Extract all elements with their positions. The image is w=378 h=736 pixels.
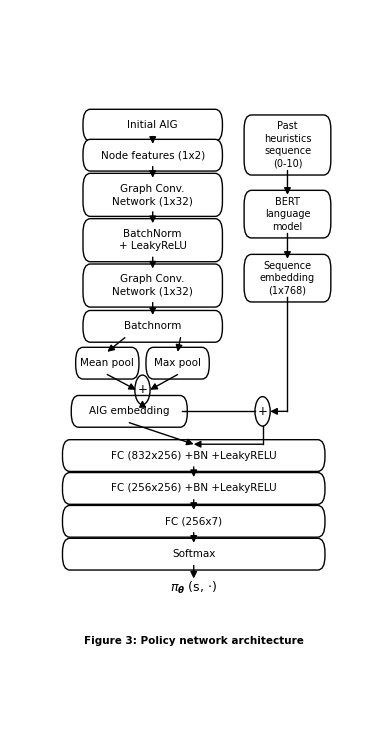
- Text: Figure 3: Policy network architecture: Figure 3: Policy network architecture: [84, 636, 304, 646]
- FancyBboxPatch shape: [62, 506, 325, 537]
- FancyBboxPatch shape: [83, 139, 222, 171]
- Text: Max pool: Max pool: [154, 358, 201, 368]
- Text: AIG embedding: AIG embedding: [89, 406, 169, 417]
- Text: Past
heuristics
sequence
(0-10): Past heuristics sequence (0-10): [264, 121, 311, 169]
- Text: +: +: [138, 383, 147, 396]
- FancyBboxPatch shape: [244, 255, 331, 302]
- Text: $\pi_{\boldsymbol{\theta}}$ (s, $\cdot$): $\pi_{\boldsymbol{\theta}}$ (s, $\cdot$): [170, 580, 217, 596]
- Text: FC (256x7): FC (256x7): [165, 516, 222, 526]
- FancyBboxPatch shape: [83, 219, 222, 262]
- Text: Graph Conv.
Network (1x32): Graph Conv. Network (1x32): [112, 184, 193, 206]
- FancyBboxPatch shape: [76, 347, 139, 379]
- FancyBboxPatch shape: [83, 264, 222, 307]
- FancyBboxPatch shape: [244, 191, 331, 238]
- FancyBboxPatch shape: [62, 538, 325, 570]
- Text: Sequence
embedding
(1x768): Sequence embedding (1x768): [260, 261, 315, 296]
- FancyBboxPatch shape: [83, 174, 222, 216]
- FancyBboxPatch shape: [71, 395, 187, 427]
- Text: BatchNorm
+ LeakyReLU: BatchNorm + LeakyReLU: [119, 229, 187, 252]
- FancyBboxPatch shape: [83, 311, 222, 342]
- Text: FC (256x256) +BN +LeakyRELU: FC (256x256) +BN +LeakyRELU: [111, 484, 277, 493]
- Text: Initial AIG: Initial AIG: [127, 120, 178, 130]
- Text: BERT
language
model: BERT language model: [265, 197, 310, 232]
- FancyBboxPatch shape: [146, 347, 209, 379]
- FancyBboxPatch shape: [83, 109, 222, 141]
- Text: +: +: [258, 405, 268, 418]
- FancyBboxPatch shape: [62, 473, 325, 504]
- Text: Batchnorm: Batchnorm: [124, 322, 181, 331]
- FancyBboxPatch shape: [244, 115, 331, 175]
- Text: Softmax: Softmax: [172, 549, 215, 559]
- Text: Mean pool: Mean pool: [81, 358, 134, 368]
- FancyBboxPatch shape: [62, 439, 325, 472]
- Text: FC (832x256) +BN +LeakyRELU: FC (832x256) +BN +LeakyRELU: [111, 450, 277, 461]
- Text: Node features (1x2): Node features (1x2): [101, 150, 205, 160]
- Text: Graph Conv.
Network (1x32): Graph Conv. Network (1x32): [112, 275, 193, 297]
